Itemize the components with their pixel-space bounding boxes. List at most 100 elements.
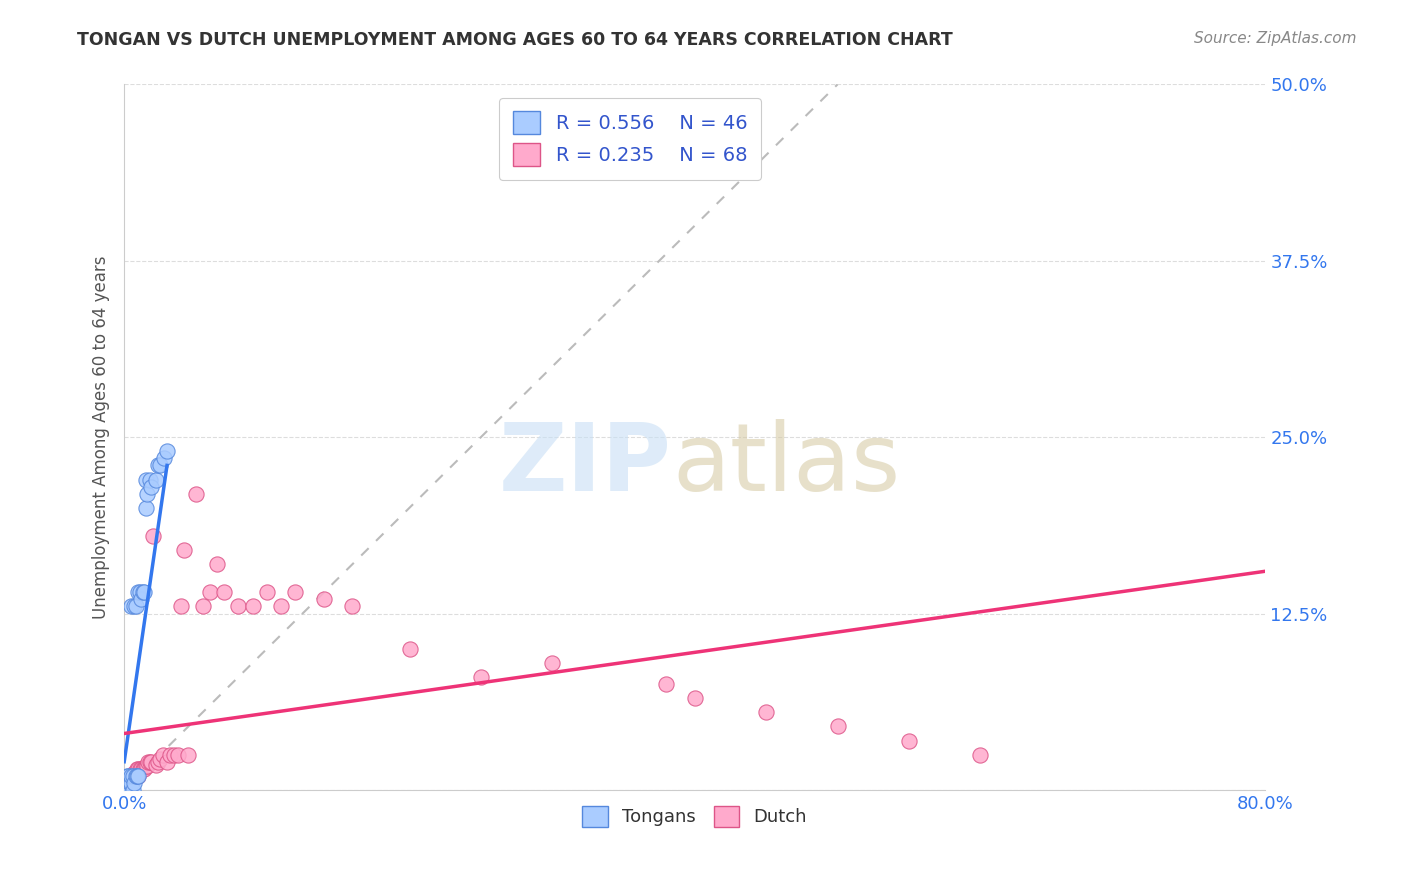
Point xyxy=(118,776,141,790)
Point xyxy=(124,769,146,783)
Point xyxy=(118,769,141,783)
Point xyxy=(134,585,156,599)
Point xyxy=(112,783,135,797)
Point xyxy=(114,783,136,797)
Point xyxy=(755,706,778,720)
Point xyxy=(112,780,135,794)
Point xyxy=(129,762,152,776)
Point xyxy=(115,776,138,790)
Point xyxy=(655,677,678,691)
Point xyxy=(125,766,148,780)
Point xyxy=(284,585,307,599)
Point xyxy=(112,780,135,794)
Point xyxy=(142,529,165,543)
Point xyxy=(191,599,214,614)
Point xyxy=(118,783,141,797)
Point xyxy=(134,762,156,776)
Legend: Tongans, Dutch: Tongans, Dutch xyxy=(575,798,814,834)
Point xyxy=(112,776,135,790)
Point xyxy=(173,543,195,558)
Point xyxy=(112,783,135,797)
Point xyxy=(136,486,159,500)
Point xyxy=(112,783,135,797)
Point xyxy=(125,762,148,776)
Point xyxy=(112,783,135,797)
Text: ZIP: ZIP xyxy=(499,419,672,511)
Point xyxy=(115,769,138,783)
Point xyxy=(112,783,135,797)
Point xyxy=(159,747,181,762)
Point xyxy=(139,473,162,487)
Point xyxy=(138,755,160,769)
Point xyxy=(121,783,143,797)
Point xyxy=(127,769,149,783)
Point xyxy=(156,444,179,458)
Point xyxy=(156,755,179,769)
Point xyxy=(117,783,139,797)
Point xyxy=(114,780,136,794)
Point xyxy=(541,656,564,670)
Text: Source: ZipAtlas.com: Source: ZipAtlas.com xyxy=(1194,31,1357,46)
Point xyxy=(115,783,138,797)
Point xyxy=(127,585,149,599)
Point xyxy=(969,747,991,762)
Point xyxy=(342,599,364,614)
Point xyxy=(114,776,136,790)
Text: atlas: atlas xyxy=(672,419,900,511)
Point xyxy=(118,776,141,790)
Point xyxy=(184,486,207,500)
Point xyxy=(270,599,292,614)
Point xyxy=(145,473,167,487)
Point xyxy=(115,779,138,793)
Point xyxy=(125,769,148,783)
Point xyxy=(112,783,135,797)
Point xyxy=(122,776,145,790)
Point xyxy=(114,783,136,797)
Point xyxy=(129,585,152,599)
Point xyxy=(897,733,920,747)
Point xyxy=(149,752,172,766)
Point xyxy=(120,776,142,790)
Point xyxy=(117,776,139,790)
Point xyxy=(120,776,142,790)
Point xyxy=(135,473,157,487)
Point xyxy=(132,762,155,776)
Point xyxy=(135,759,157,773)
Point xyxy=(127,769,149,783)
Point xyxy=(132,585,155,599)
Point xyxy=(115,779,138,793)
Point xyxy=(117,769,139,783)
Point xyxy=(120,769,142,783)
Point xyxy=(228,599,250,614)
Point xyxy=(115,772,138,786)
Point xyxy=(163,747,186,762)
Point xyxy=(683,691,706,706)
Point xyxy=(170,599,193,614)
Point xyxy=(167,747,190,762)
Point xyxy=(121,769,143,783)
Point xyxy=(117,776,139,790)
Point xyxy=(115,776,138,790)
Point xyxy=(112,779,135,793)
Point xyxy=(122,599,145,614)
Point xyxy=(152,747,174,762)
Point xyxy=(398,641,420,656)
Point xyxy=(256,585,278,599)
Point xyxy=(114,779,136,793)
Point xyxy=(112,783,135,797)
Point xyxy=(131,592,153,607)
Point xyxy=(139,755,162,769)
Point xyxy=(148,458,170,473)
Point xyxy=(153,451,176,466)
Point xyxy=(827,719,849,733)
Point xyxy=(124,599,146,614)
Point xyxy=(148,755,170,769)
Point xyxy=(177,747,200,762)
Point xyxy=(136,759,159,773)
Point xyxy=(198,585,221,599)
Point xyxy=(131,762,153,776)
Point xyxy=(122,772,145,786)
Point xyxy=(117,772,139,786)
Point xyxy=(141,479,163,493)
Point xyxy=(120,769,142,783)
